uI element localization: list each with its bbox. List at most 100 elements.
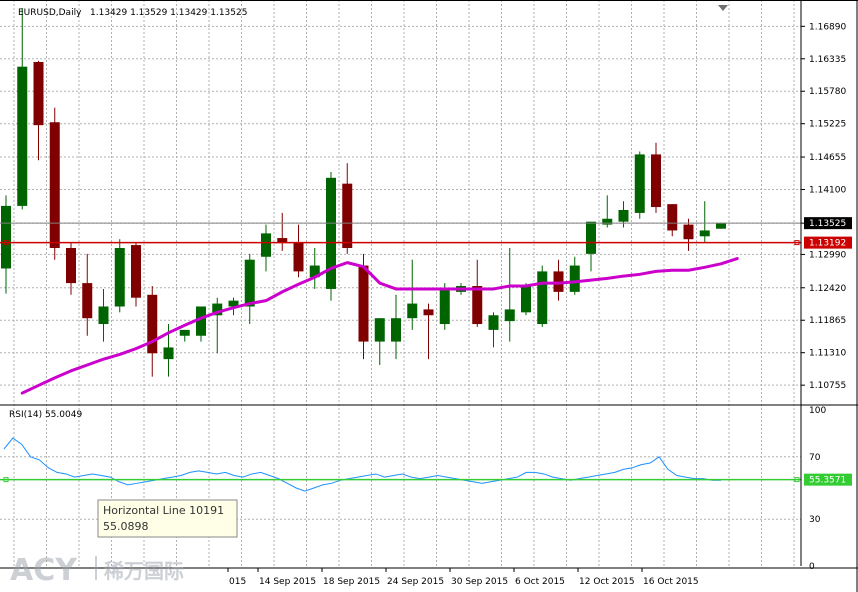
candle-body: [683, 224, 694, 240]
candle-body: [602, 218, 613, 225]
candle: [504, 248, 515, 342]
candle-body: [33, 62, 44, 126]
logo-brand: ACY: [10, 553, 78, 588]
candle: [49, 107, 60, 260]
candle: [683, 218, 694, 251]
candle-body: [569, 265, 580, 292]
candle: [261, 224, 271, 272]
candle: [667, 204, 678, 237]
candle-body: [472, 286, 483, 325]
hline-price-badge: [804, 236, 852, 249]
chart-collapse-arrow[interactable]: [718, 5, 728, 11]
time-tick-label: 14 Sep 2015: [259, 577, 316, 587]
rsi-hline-marker-right: [794, 477, 800, 483]
hline-price-badge-label: 1.13192: [809, 239, 846, 249]
rsi-line: [3, 437, 721, 492]
candle: [309, 248, 320, 289]
rsi-tick-label: 100: [809, 406, 826, 416]
candle-body: [423, 309, 434, 316]
candle-body: [407, 303, 418, 319]
candle-body: [504, 309, 515, 322]
rsi-label: RSI(14) 55.0049: [9, 410, 82, 420]
time-tick-label: 6 Oct 2015: [515, 577, 565, 587]
candle-body: [309, 265, 320, 278]
chart-header-symbol: EURUSD,Daily: [18, 8, 82, 18]
price-tick-label: 1.12420: [809, 284, 846, 294]
tooltip-value: 55.0898: [103, 520, 149, 533]
candle-body: [667, 204, 678, 231]
current-price-badge-label: 1.13525: [809, 219, 846, 229]
price-hline-marker-left: [3, 240, 9, 246]
price-tick-label: 1.16890: [809, 22, 846, 32]
candle: [602, 195, 613, 228]
candle-body: [163, 347, 174, 360]
candle: [293, 224, 304, 278]
price-tick-label: 1.11310: [809, 349, 846, 359]
candle-body: [651, 154, 661, 208]
candle-body: [147, 294, 158, 354]
candle-body: [634, 154, 645, 213]
horizontal-lines: [0, 222, 801, 483]
candle-body: [293, 242, 304, 272]
candle-body: [261, 233, 271, 257]
candle-body: [716, 223, 726, 229]
candle: [98, 288, 109, 342]
candle: [391, 294, 401, 360]
candle-body: [1, 205, 11, 269]
candle-body: [391, 318, 401, 342]
candle: [553, 259, 564, 301]
candle: [488, 312, 499, 348]
candle-body: [326, 177, 336, 289]
candle: [326, 171, 336, 301]
candle-body: [521, 286, 531, 313]
candle-body: [537, 271, 548, 325]
candle: [342, 163, 353, 254]
tooltip-title: Horizontal Line 10191: [103, 504, 224, 517]
candle-body: [179, 329, 190, 336]
candle-body: [618, 209, 629, 222]
acy-logo: ACY 稀万国际: [10, 553, 184, 588]
candle-body: [244, 259, 255, 307]
candle: [131, 242, 141, 307]
candle-body: [358, 265, 369, 342]
candle: [407, 259, 418, 330]
time-tick-label: 015: [229, 577, 246, 587]
candle-body: [17, 66, 28, 206]
horizontal-line-tooltip: Horizontal Line 10191 55.0898: [97, 499, 238, 538]
candle: [114, 239, 125, 313]
candle: [472, 259, 483, 327]
rsi-level-badge-label: 55.3571: [809, 476, 846, 486]
candle: [569, 256, 580, 295]
candle-body: [212, 303, 223, 316]
rsi-hline-marker-left: [3, 477, 9, 483]
candle: [277, 212, 288, 251]
candle: [244, 253, 255, 325]
candle: [521, 283, 531, 316]
candles: [1, 8, 726, 377]
price-tick-label: 1.14100: [809, 186, 846, 196]
moving-average-line: [20, 257, 739, 395]
rsi-tick-label: 0: [809, 562, 815, 572]
candle: [196, 306, 206, 342]
logo-text: 稀万国际: [104, 559, 184, 583]
candle: [147, 286, 158, 377]
price-tick-label: 1.11865: [809, 316, 846, 326]
candle: [439, 283, 450, 330]
candle-body: [131, 245, 141, 298]
time-tick-label: 18 Sep 2015: [323, 577, 380, 587]
candle: [358, 253, 369, 360]
candle: [374, 318, 385, 365]
candle: [82, 253, 93, 336]
rsi-level-badge: [804, 473, 852, 486]
price-tick-label: 1.10755: [809, 381, 846, 391]
candle: [66, 242, 76, 295]
candle-body: [342, 183, 353, 248]
time-tick-label: 16 Oct 2015: [643, 577, 699, 587]
candle-body: [439, 288, 450, 325]
price-tick-label: 1.16335: [809, 55, 846, 65]
candle: [651, 142, 661, 213]
candle: [423, 303, 434, 360]
candle-body: [277, 238, 288, 243]
